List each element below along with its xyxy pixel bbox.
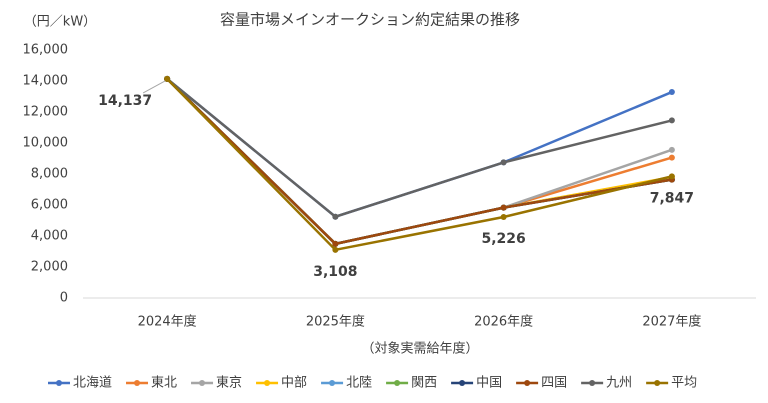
data-label: 5,226	[481, 231, 525, 247]
y-tick-label: 4,000	[31, 229, 68, 244]
leader-line	[142, 80, 166, 94]
x-tick-label: 2026年度	[474, 314, 533, 330]
series-line	[166, 77, 673, 246]
series-line	[166, 77, 673, 252]
legend-marker	[459, 380, 466, 386]
data-point	[332, 213, 339, 220]
data-point	[668, 89, 675, 96]
series-line	[166, 77, 673, 246]
data-point	[500, 204, 507, 211]
legend-label: 東京	[216, 375, 242, 391]
chart-title: 容量市場メインオークション約定結果の推移	[220, 11, 520, 29]
y-tick-label: 10,000	[23, 136, 69, 151]
data-point	[332, 246, 339, 253]
y-axis-title: （円／kW）	[24, 15, 96, 30]
data-point	[668, 146, 675, 153]
data-label: 7,847	[650, 190, 694, 206]
y-tick-label: 2,000	[31, 260, 68, 275]
legend-marker	[524, 380, 531, 386]
data-point	[668, 173, 675, 180]
legend-marker	[134, 380, 141, 386]
x-axis-title: （対象実需給年度）	[361, 341, 478, 357]
data-label: 3,108	[313, 264, 357, 280]
series-line	[166, 77, 673, 219]
legend-marker	[394, 380, 401, 386]
x-tick-label: 2025年度	[306, 314, 365, 330]
legend-marker	[56, 380, 62, 386]
legend-label: 中部	[281, 376, 307, 391]
data-point	[332, 240, 339, 247]
series-line	[166, 77, 673, 246]
series-line	[166, 77, 673, 219]
data-point	[668, 154, 675, 161]
series-line	[166, 77, 673, 246]
data-point	[668, 117, 675, 124]
legend-label: 東北	[151, 375, 177, 391]
y-tick-label: 0	[60, 291, 68, 306]
legend-label: 九州	[606, 376, 632, 391]
legend-marker	[654, 380, 661, 386]
series-line	[166, 77, 673, 246]
legend-label: 北海道	[73, 376, 112, 391]
legend-marker	[199, 380, 206, 386]
legend-label: 四国	[541, 376, 567, 391]
legend-marker	[589, 380, 596, 386]
y-tick-label: 6,000	[31, 198, 68, 213]
data-point	[164, 75, 171, 82]
series-line	[166, 77, 673, 246]
legend-label: 中国	[476, 376, 502, 391]
legend-label: 平均	[671, 376, 697, 391]
legend-label: 北陸	[346, 375, 372, 391]
y-tick-label: 16,000	[23, 43, 69, 58]
data-label: 14,137	[98, 93, 152, 109]
data-point	[500, 213, 507, 220]
y-tick-label: 8,000	[31, 167, 68, 182]
x-tick-label: 2024年度	[138, 314, 197, 330]
x-tick-label: 2027年度	[642, 314, 701, 330]
legend-marker	[329, 380, 336, 386]
legend-label: 関西	[411, 376, 437, 391]
series-line	[166, 77, 673, 246]
y-tick-label: 12,000	[23, 105, 69, 120]
data-point	[500, 159, 507, 166]
y-tick-label: 14,000	[23, 74, 69, 89]
legend-marker	[264, 380, 271, 386]
